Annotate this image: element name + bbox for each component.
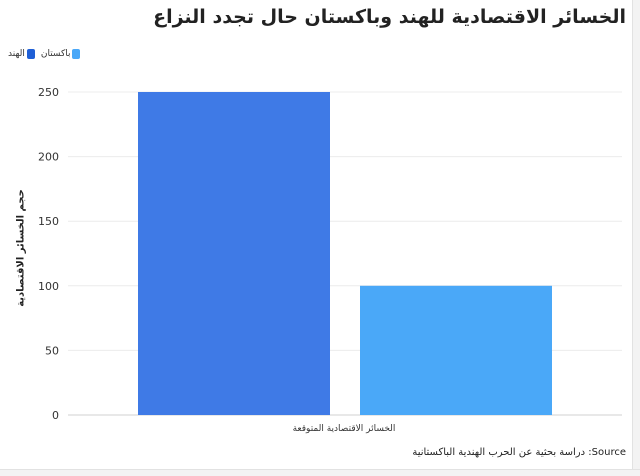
bar-pakistan[interactable] — [360, 285, 552, 415]
legend-label-pakistan: باكستان — [40, 49, 71, 59]
y-tick-label: 150 — [38, 215, 59, 228]
bar-india[interactable] — [138, 92, 330, 415]
legend-swatch-india — [26, 49, 35, 59]
legend-item-india[interactable]: الهند — [8, 49, 35, 59]
y-tick-label: 100 — [38, 280, 59, 293]
window-frame-right — [632, 0, 640, 475]
y-tick-label: 0 — [52, 409, 59, 422]
x-category-label: الخسائر الاقتصادية المتوقعة — [293, 424, 396, 434]
legend: الهند باكستان — [8, 47, 81, 61]
legend-label-india: الهند — [8, 49, 25, 59]
legend-swatch-pakistan — [72, 49, 81, 59]
chart-title: الخسائر الاقتصادية للهند وباكستان حال تج… — [153, 6, 626, 28]
y-tick-label: 50 — [45, 344, 59, 357]
legend-item-pakistan[interactable]: باكستان — [41, 49, 81, 59]
y-tick-label: 250 — [38, 86, 59, 99]
window-frame-bottom — [0, 469, 640, 476]
source-note: Source: دراسة بحثية عن الحرب الهندية الب… — [412, 447, 626, 458]
y-tick-label: 200 — [38, 151, 59, 164]
